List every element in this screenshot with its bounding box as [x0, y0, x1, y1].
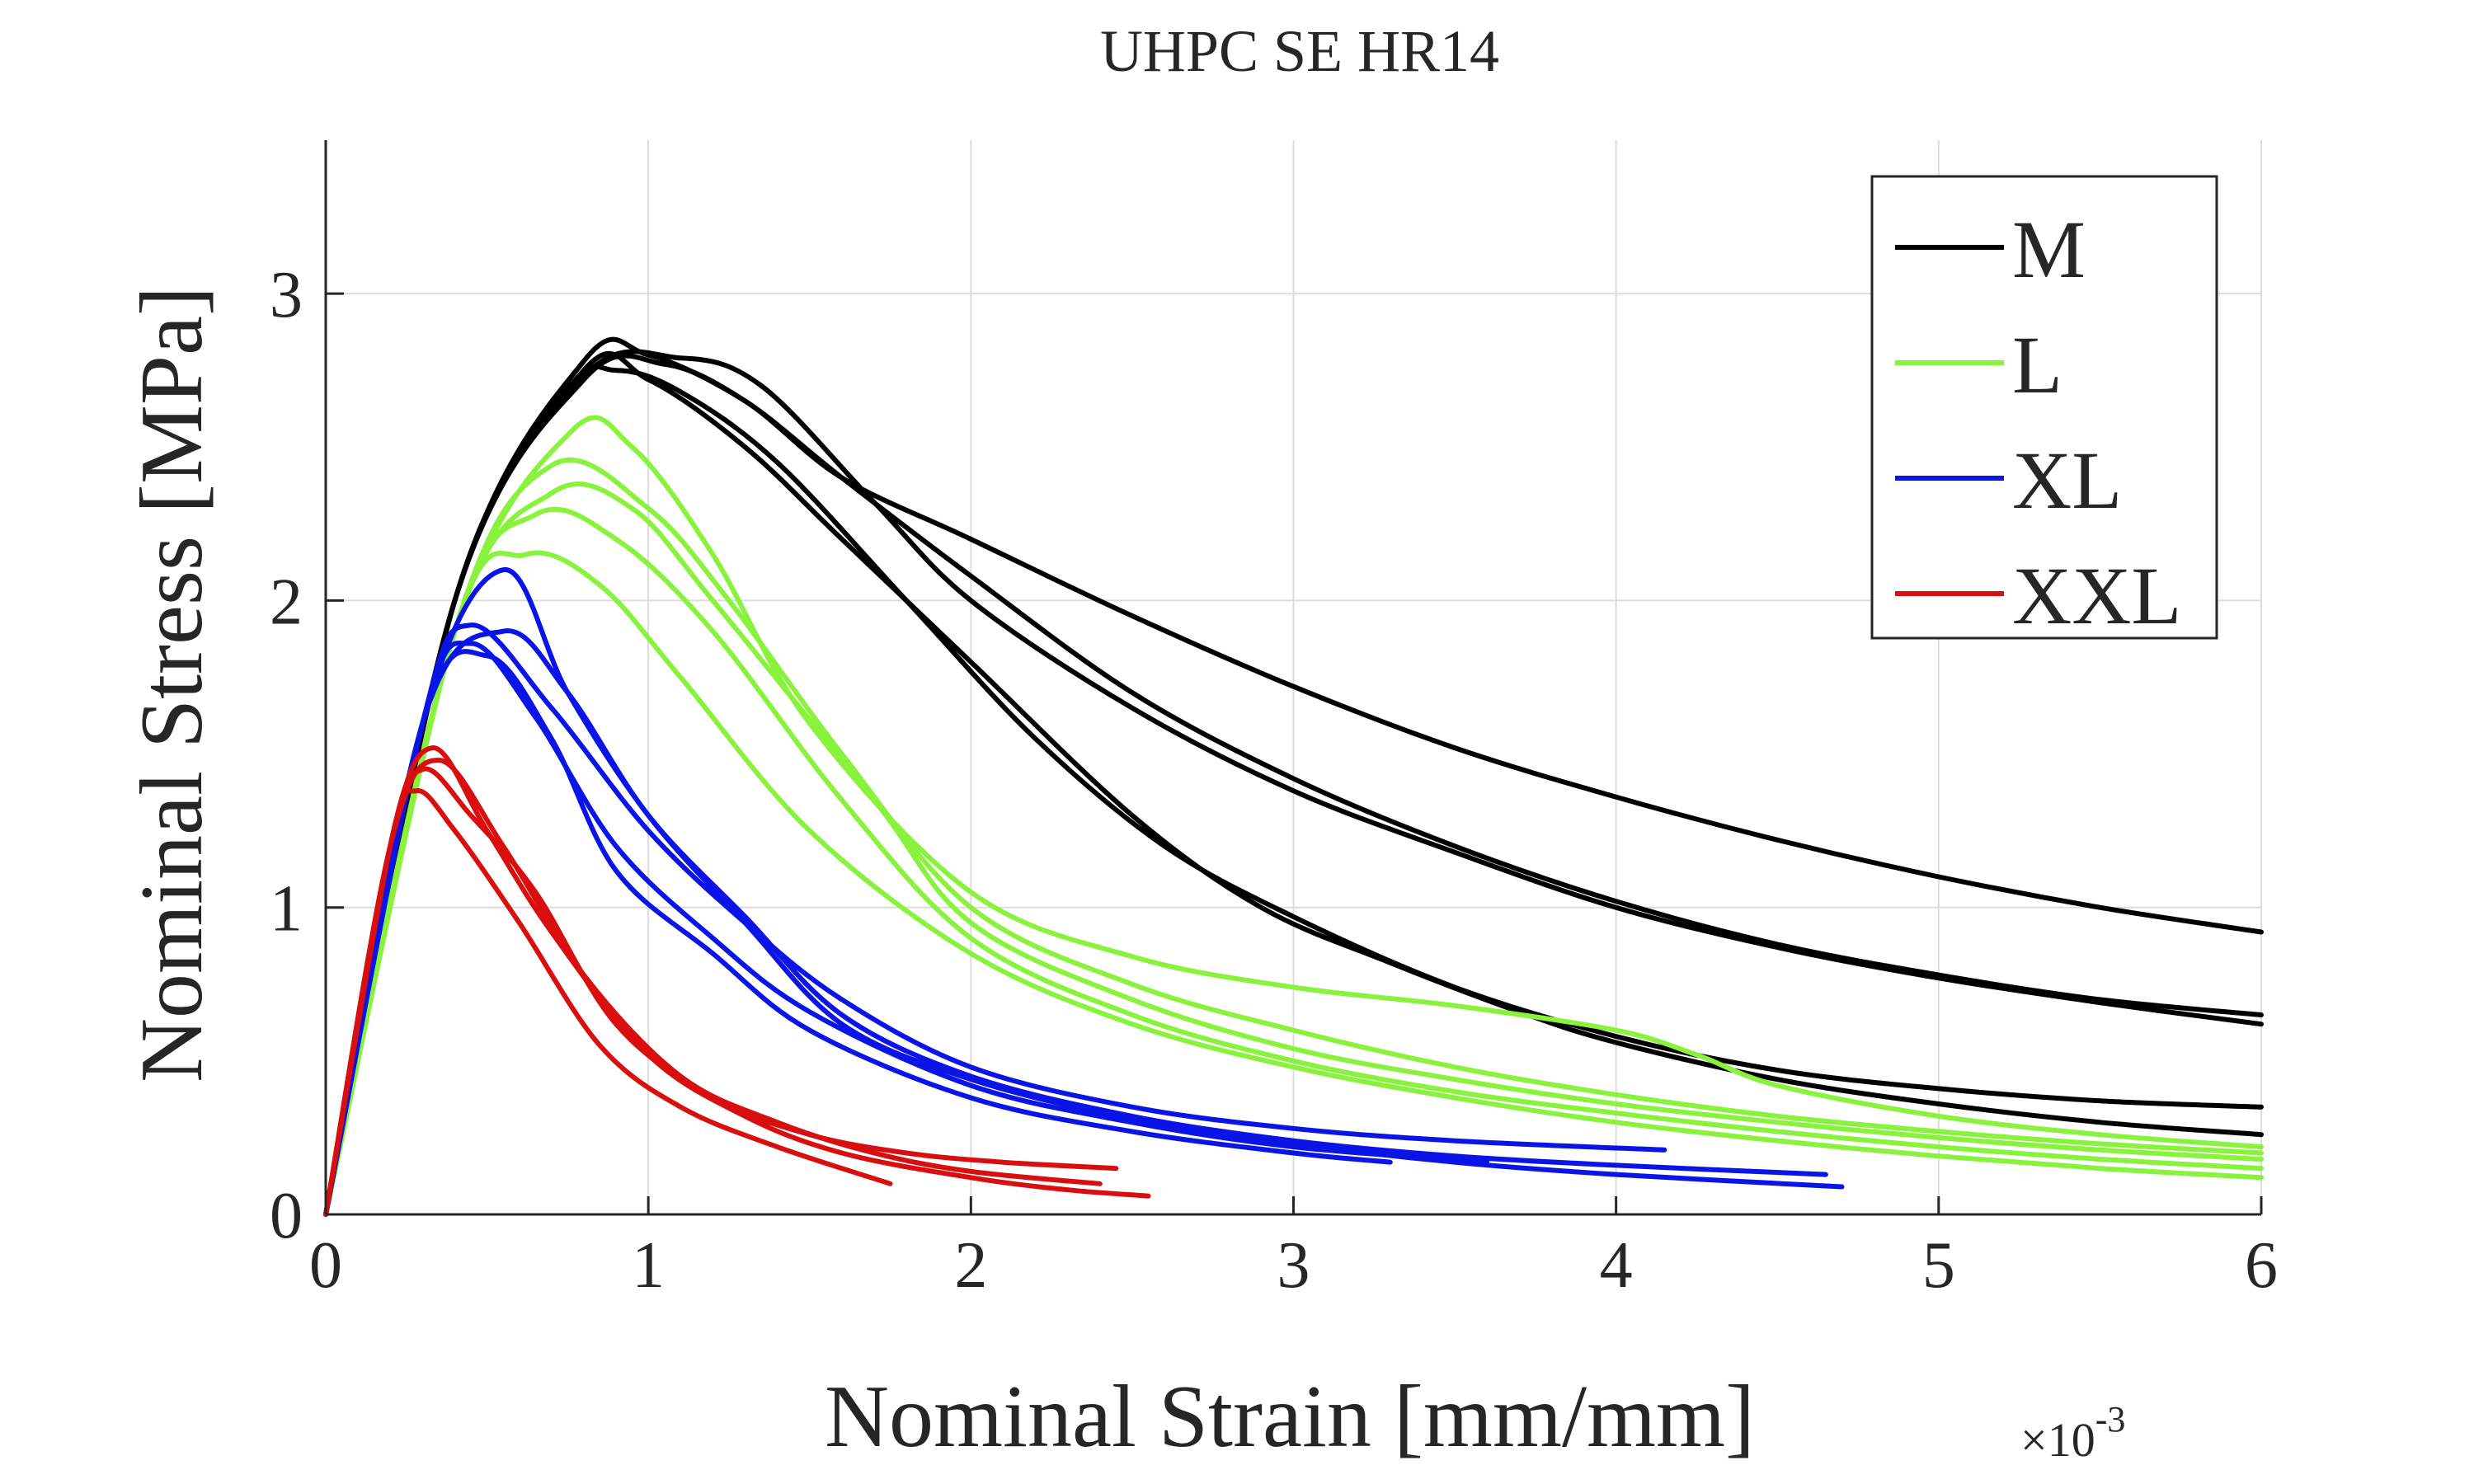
tick-labels: 0 1 2 3 4 5 6 0 1 2 3 — [270, 259, 2278, 1302]
legend-label-l: L — [2012, 319, 2062, 411]
x-tick-label: 6 — [2245, 1229, 2278, 1302]
legend-label-m: M — [2012, 204, 2086, 295]
x-tick-label: 0 — [309, 1229, 342, 1302]
chart-title: UHPC SE HR14 — [1100, 18, 1499, 84]
series-line-l — [323, 481, 2264, 1217]
legend-items: ML XL XXL — [1895, 204, 2182, 641]
legend-label-xxl: XXL — [2012, 550, 2182, 641]
legend-label-xl: XL — [2012, 434, 2122, 526]
series-line-m — [323, 350, 2264, 1217]
x-axis-multiplier-exponent: -3 — [2095, 1399, 2126, 1439]
series-layer — [323, 336, 2264, 1217]
y-tick-label: 2 — [270, 566, 303, 638]
y-axis-label: Nominal Stress [MPa] — [123, 286, 221, 1082]
y-tick-label: 3 — [270, 259, 303, 331]
legend: ML XL XXL — [1870, 175, 2218, 641]
series-line-xxl — [323, 787, 893, 1217]
axes — [324, 140, 2263, 1216]
y-tick-label: 1 — [270, 873, 303, 946]
x-axis-multiplier: ×10-3 — [2020, 1399, 2125, 1467]
y-tick-label: 0 — [270, 1180, 303, 1252]
x-tick-label: 3 — [1277, 1229, 1310, 1302]
x-tick-label: 5 — [1922, 1229, 1955, 1302]
series-line-xl — [323, 628, 1828, 1217]
series-line-l — [323, 415, 2264, 1217]
legend-box — [1870, 175, 2218, 640]
x-axis-multiplier-base: ×10 — [2020, 1413, 2095, 1467]
x-tick-label: 1 — [632, 1229, 665, 1302]
series-line-l — [323, 458, 2264, 1217]
series-line-xl — [323, 649, 1393, 1217]
series-line-l — [323, 506, 2264, 1217]
x-axis-label: Nominal Strain [mm/mm] — [825, 1368, 1755, 1466]
x-tick-label: 4 — [1600, 1229, 1633, 1302]
series-line-l — [323, 550, 2264, 1217]
x-tick-label: 2 — [954, 1229, 987, 1302]
